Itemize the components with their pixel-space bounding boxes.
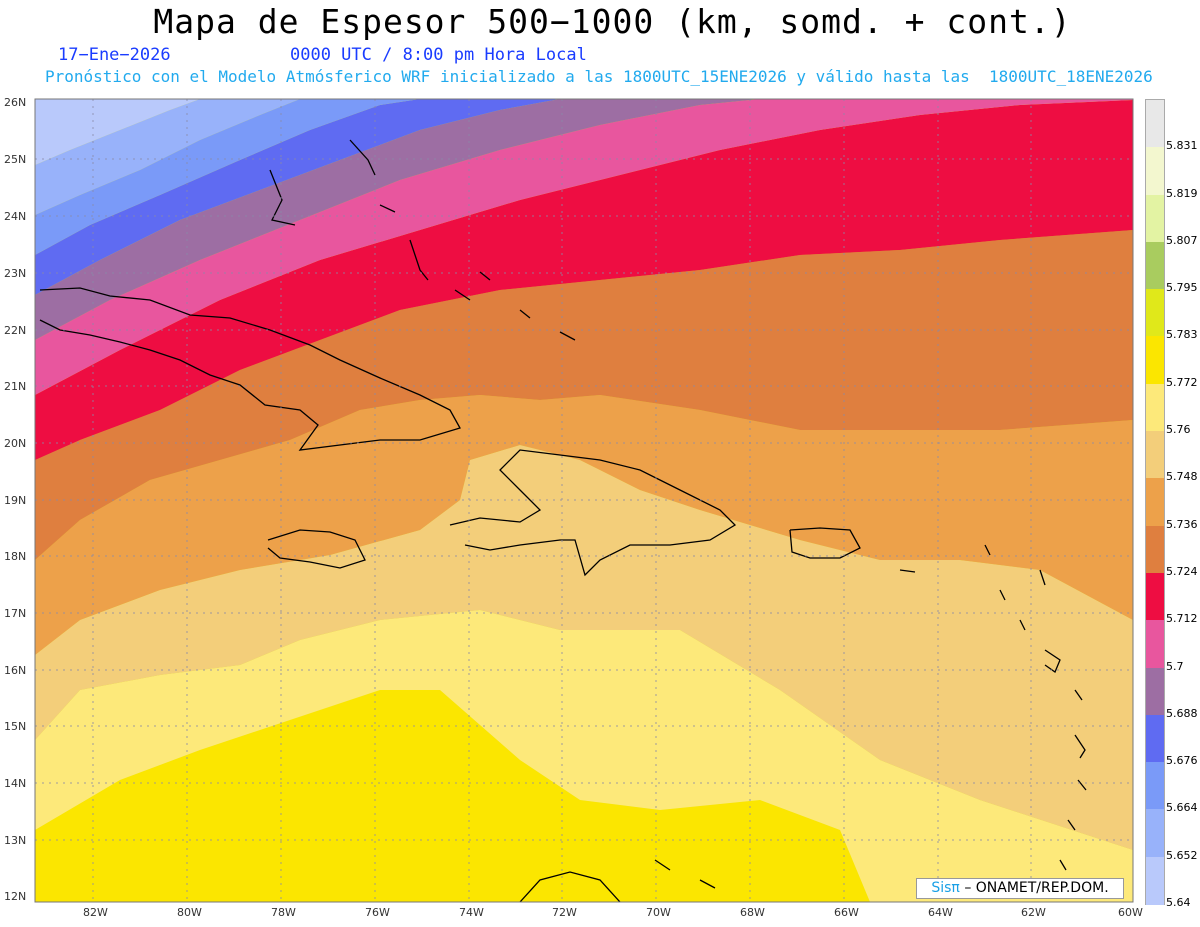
venezuela-coast (519, 859, 716, 902)
colorbar-label: 5.712 (1166, 612, 1198, 626)
lat-label: 22N (4, 324, 26, 337)
lat-label: 23N (4, 267, 26, 280)
lat-label: 24N (4, 210, 26, 223)
coastlines (39, 139, 1087, 902)
cuba-coast (39, 287, 461, 451)
map-frame (34, 98, 1134, 903)
colorbar-segment (1146, 289, 1164, 338)
lon-label: 82W (83, 906, 108, 919)
lat-label: 19N (4, 494, 26, 507)
band-red (35, 100, 1133, 460)
band-lightblue (35, 99, 300, 215)
lat-label: 20N (4, 437, 26, 450)
puerto-rico-coast (789, 527, 861, 559)
band-yellow (35, 690, 870, 902)
colorbar-segment (1146, 383, 1164, 432)
band-purple (35, 99, 760, 340)
lat-label: 12N (4, 890, 26, 903)
colorbar-segment (1146, 762, 1164, 811)
colorbar-segment (1146, 336, 1164, 385)
page-title: Mapa de Espesor 500−1000 (km, somd. + co… (153, 2, 1072, 41)
lat-label: 26N (4, 96, 26, 109)
lat-label: 13N (4, 834, 26, 847)
lon-label: 78W (271, 906, 296, 919)
colorbar-label: 5.64 (1166, 896, 1191, 909)
lon-label: 74W (459, 906, 484, 919)
lon-label: 60W (1118, 906, 1143, 919)
lon-label: 62W (1021, 906, 1046, 919)
colorbar-label: 5.688 (1166, 706, 1198, 720)
colorbar-segment (1146, 100, 1164, 148)
colorbar (1145, 99, 1165, 905)
colorbar-segment (1146, 809, 1164, 858)
colorbar-segment (1146, 241, 1164, 290)
colorbar-segment (1146, 147, 1164, 196)
colorbar-label: 5.76 (1166, 423, 1191, 437)
lat-label: 21N (4, 380, 26, 393)
forecast-date: 17−Ene−2026 (58, 45, 171, 65)
colorbar-label: 5.7 (1166, 659, 1184, 673)
colorbar-label: 5.795 (1166, 281, 1198, 295)
jamaica-coast (267, 529, 366, 569)
lon-label: 80W (177, 906, 202, 919)
colorbar-segment (1146, 856, 1164, 905)
band-pink (35, 99, 1133, 395)
band-lightorange (35, 395, 1133, 655)
colorbar-segment (1146, 525, 1164, 574)
sispi-logo: Sisπ (931, 880, 960, 896)
lon-label: 66W (834, 906, 859, 919)
forecast-time: 0000 UTC / 8:00 pm Hora Local (290, 45, 587, 65)
colorbar-label: 5.831 (1166, 139, 1198, 153)
credit-text: – ONAMET/REP.DOM. (964, 880, 1109, 896)
band-blue (35, 99, 560, 295)
band-tan (35, 445, 1133, 902)
colorbar-segment (1146, 620, 1164, 669)
credit-box: Sisπ – ONAMET/REP.DOM. (916, 878, 1124, 899)
lat-label: 15N (4, 720, 26, 733)
colorbar-label: 5.664 (1166, 801, 1198, 815)
colorbar-segment (1146, 714, 1164, 763)
colorbar-label: 5.819 (1166, 186, 1198, 200)
hispaniola-coast (449, 449, 737, 577)
lat-label: 16N (4, 664, 26, 677)
colorbar-label: 5.676 (1166, 754, 1198, 768)
band-orange (35, 230, 1133, 560)
colorbar-label: 5.807 (1166, 233, 1198, 247)
lat-labels: 26N 25N 24N 23N 22N 21N 20N 19N 18N 17N … (4, 96, 26, 903)
lesser-antilles (899, 544, 1087, 871)
colorbar-segment (1146, 194, 1164, 243)
colorbar-label: 5.724 (1166, 564, 1198, 578)
gridlines (35, 99, 1133, 902)
colorbar-segment (1146, 431, 1164, 480)
band-lightyellow (35, 610, 1133, 902)
lon-label: 68W (740, 906, 765, 919)
forecast-subtitle: Pronóstico con el Modelo Atmósferico WRF… (45, 67, 1153, 86)
colorbar-segment (1146, 478, 1164, 527)
colorbar-label: 5.652 (1166, 848, 1198, 862)
colorbar-segment (1146, 572, 1164, 621)
lon-label: 64W (928, 906, 953, 919)
colorbar-segment (1146, 667, 1164, 716)
colorbar-label: 5.748 (1166, 470, 1198, 484)
lon-label: 72W (552, 906, 577, 919)
band-palest (35, 99, 200, 165)
colorbar-label: 5.772 (1166, 375, 1198, 389)
thickness-bands (35, 99, 1133, 902)
lat-label: 25N (4, 153, 26, 166)
band-mediumblue (35, 99, 420, 255)
lon-label: 76W (365, 906, 390, 919)
lat-label: 18N (4, 550, 26, 563)
colorbar-label: 5.783 (1166, 328, 1198, 342)
lat-label: 14N (4, 777, 26, 790)
lon-labels: 82W 80W 78W 76W 74W 72W 70W 68W 66W 64W … (83, 906, 1143, 919)
bahamas-islands (269, 139, 576, 341)
colorbar-label: 5.736 (1166, 517, 1198, 531)
lat-label: 17N (4, 607, 26, 620)
lon-label: 70W (646, 906, 671, 919)
